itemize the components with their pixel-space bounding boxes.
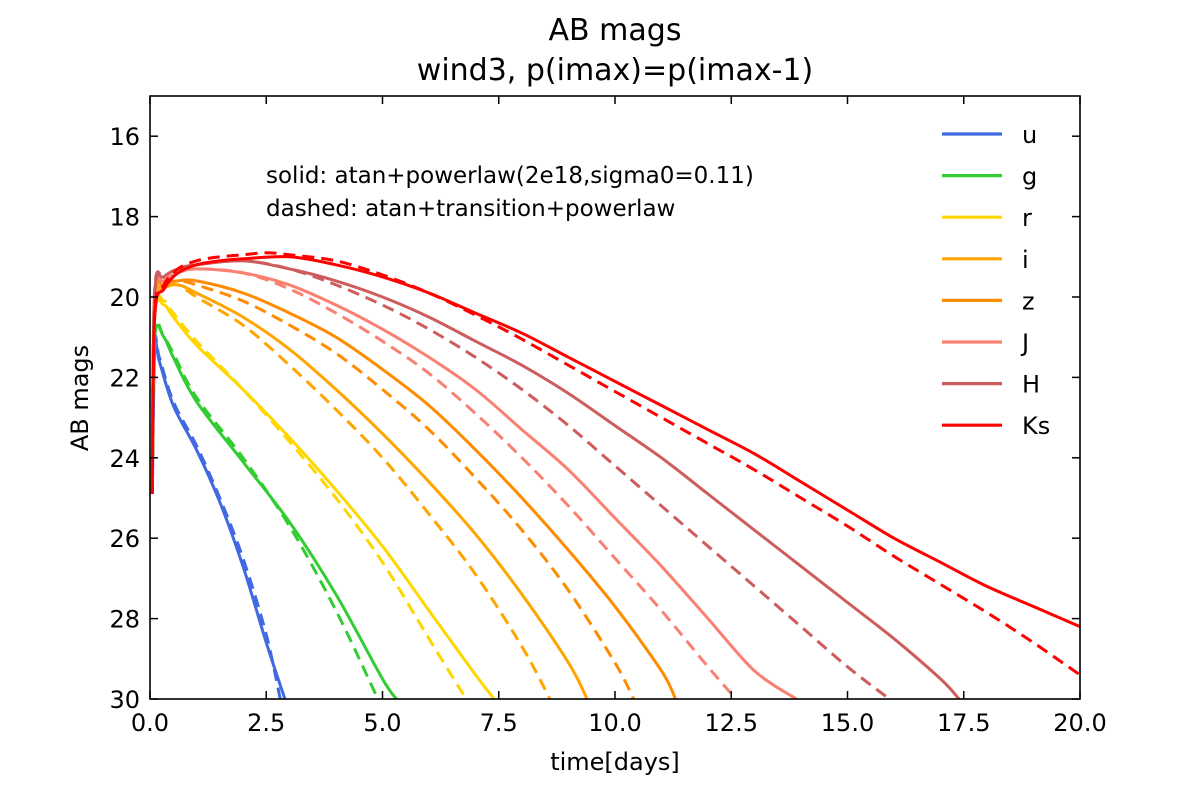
y-tick-label: 28 — [109, 606, 140, 634]
x-tick-label: 20.0 — [1053, 709, 1106, 737]
series-j-dashed — [150, 267, 738, 699]
chart-title: AB mags — [549, 13, 682, 48]
series-r-solid — [150, 298, 496, 699]
y-tick-label: 18 — [109, 204, 140, 232]
series-g-solid — [150, 323, 398, 699]
x-tick-label: 7.5 — [480, 709, 518, 737]
y-tick-label: 20 — [109, 284, 140, 312]
x-tick-label: 12.5 — [705, 709, 758, 737]
y-tick-label: 24 — [109, 445, 140, 473]
annotation-dashed: dashed: atan+transition+powerlaw — [266, 196, 675, 222]
ticks-layer: 0.0 2.5 5.0 7.5 10.0 12.5 15.0 17.5 20.0 16 18 20 22… — [109, 96, 1107, 737]
legend-label-r: r — [1022, 204, 1032, 232]
y-axis-label: AB mags — [66, 345, 94, 451]
legend-label-z: z — [1022, 287, 1035, 315]
y-tick-label: 30 — [109, 686, 140, 714]
series-u-dashed — [150, 334, 282, 699]
legend-label-h: H — [1022, 371, 1040, 399]
series-u-solid — [150, 338, 287, 699]
chart-subtitle: wind3, p(imax)=p(imax-1) — [417, 53, 813, 88]
legend-label-j: J — [1020, 329, 1029, 357]
x-tick-label: 2.5 — [247, 709, 285, 737]
x-tick-label: 10.0 — [588, 709, 641, 737]
series-ks-solid — [150, 255, 1080, 628]
series-layer — [150, 251, 1080, 699]
plot-frame — [149, 95, 1081, 700]
x-tick-label: 0.0 — [131, 709, 169, 737]
x-axis-label: time[days] — [550, 748, 680, 776]
x-tick-label: 15.0 — [821, 709, 874, 737]
series-i-dashed — [150, 283, 552, 699]
legend-label-u: u — [1022, 121, 1037, 149]
series-h-solid — [150, 259, 961, 699]
legend-label-g: g — [1022, 163, 1037, 191]
x-tick-label: 17.5 — [937, 709, 990, 737]
y-tick-label: 16 — [109, 123, 140, 151]
y-tick-label: 26 — [109, 525, 140, 553]
annotation-solid: solid: atan+powerlaw(2e18,sigma0=0.11) — [266, 163, 754, 189]
legend-label-i: i — [1022, 246, 1029, 274]
legend-label-ks: Ks — [1022, 412, 1050, 440]
x-tick-label: 5.0 — [363, 709, 401, 737]
series-j-solid — [150, 267, 798, 699]
series-r-dashed — [150, 294, 468, 699]
series-z-dashed — [150, 278, 635, 699]
series-ks-dashed — [150, 251, 1080, 677]
y-tick-label: 22 — [109, 364, 140, 392]
